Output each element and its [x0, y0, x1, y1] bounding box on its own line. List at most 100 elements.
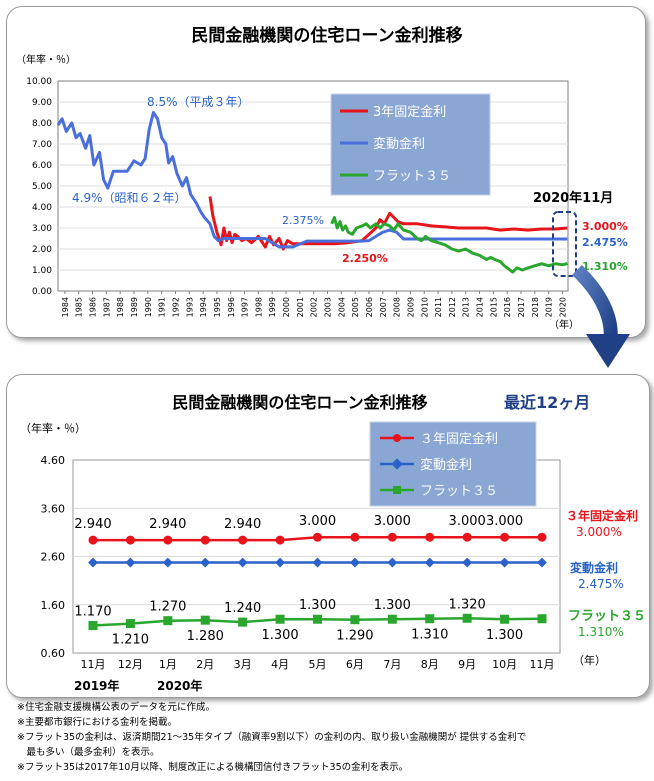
bottom-marker-flat: [313, 614, 322, 624]
bottom-series-lines: [88, 532, 547, 630]
top-y-tick-label: 6.00: [32, 161, 52, 171]
top-x-tick-label: 2003: [324, 297, 333, 317]
top-legend: 3年固定金利 変動金利 フラット３５: [330, 93, 491, 196]
top-x-tick-label: 1997: [241, 297, 250, 317]
bottom-marker-hendo: [537, 557, 547, 568]
top-x-tick-label: 2006: [365, 297, 374, 317]
bottom-y-tick-label: 0.60: [41, 647, 66, 660]
top-x-tick-label: 2015: [489, 297, 498, 317]
top-legend-kotei: 3年固定金利: [373, 104, 446, 120]
bottom-marker-hendo: [424, 557, 435, 568]
top-x-tick-label: 2005: [351, 297, 360, 317]
top-y-ticks: 0.00 1.00 2.00 3.00 4.00 5.00 6.00 7.00 8.00 9.00…: [26, 77, 52, 297]
top-x-tick-label: 1996: [227, 297, 236, 317]
zoom-arrow-head: [586, 334, 630, 368]
bottom-legend-flat: フラット３５: [420, 484, 498, 499]
bottom-marker-hendo: [499, 557, 510, 568]
top-chart-title: 民間金融機関の住宅ローン金利推移: [191, 25, 462, 46]
year-label-2020: 2020年: [157, 678, 202, 693]
bottom-marker-hendo: [349, 557, 360, 568]
bottom-x-tick-label: 1月: [159, 658, 177, 671]
bottom-marker-kotei: [387, 532, 397, 542]
footnote-3: ※フラット35の金利は、返済期間21～35年タイプ（融資率9割以下）の金利の内、…: [17, 732, 527, 743]
bottom-data-label: 3.000: [299, 514, 336, 529]
bottom-chart-title: 民間金融機関の住宅ローン金利推移: [172, 393, 427, 412]
current-value-highlight: [552, 211, 577, 277]
annotation-low: 4.9%（昭和６２年）: [72, 191, 187, 205]
top-x-tick-label: 1988: [116, 297, 125, 317]
bottom-marker-flat: [163, 616, 173, 626]
top-x-tick-label: 1999: [268, 297, 277, 317]
bottom-data-label: 1.290: [336, 629, 373, 644]
bottom-data-label: 1.280: [187, 629, 224, 644]
top-x-tick-label: 2011: [434, 297, 443, 317]
top-x-tick-label: 1994: [199, 297, 208, 317]
bottom-data-label: 3.000: [374, 514, 411, 529]
bottom-x-tick-label: 11月: [81, 658, 106, 671]
bottom-data-labels: 2.940 2.940 2.940 3.000 3.000 3.000 3.0001.170…: [74, 514, 523, 647]
top-y-tick-label: 4.00: [32, 203, 52, 213]
top-x-tick-label: 2012: [448, 297, 457, 317]
bottom-marker-flat: [200, 615, 210, 625]
top-x-tick-label: 2018: [531, 297, 540, 317]
bottom-chart-subtitle: 最近12ヶ月: [504, 393, 590, 412]
bottom-x-tick-label: 3月: [234, 658, 252, 671]
bottom-marker-kotei: [313, 532, 322, 542]
bottom-y-axis-label: （年率・％）: [20, 421, 86, 435]
footnote-5: ※フラット35は2017年10月以降、制度改正による機構団信付きフラット35の金…: [17, 762, 409, 773]
bottom-y-tick-label: 1.60: [41, 599, 66, 612]
bottom-x-tick-label: 6月: [346, 658, 364, 671]
bottom-x-tick-label: 2月: [196, 658, 214, 671]
bottom-data-label: 3.000: [449, 514, 486, 529]
bottom-x-ticks: 11月 12月 1月 2月 3月 4月 5月 6月 7月 8月 9月 10月 11月: [81, 658, 555, 671]
zoom-arrow: [572, 264, 630, 368]
bottom-marker-hendo: [462, 557, 473, 568]
bottom-data-label: 2.940: [149, 517, 186, 532]
top-x-tick-label: 1995: [213, 297, 222, 317]
annotation-kotei-now: 3.000%: [582, 220, 628, 233]
bottom-x-tick-label: 11月: [530, 658, 555, 671]
top-x-tick-label: 2001: [296, 297, 305, 317]
annotation-kotei-2003: 2.250%: [342, 252, 388, 265]
bottom-marker-kotei: [125, 535, 135, 545]
bottom-data-label: 1.300: [299, 598, 336, 613]
top-x-tick-label: 1998: [254, 297, 263, 317]
top-legend-flat: フラット３５: [373, 169, 451, 184]
bottom-data-label: 1.300: [374, 598, 411, 613]
top-x-ticks: 1984 1985 1986 1987 1988 1989 1990 1991 1992 1993…: [61, 291, 567, 317]
bottom-data-label: 1.240: [224, 601, 261, 616]
bottom-x-tick-label: 12月: [118, 658, 143, 671]
bottom-data-label: 1.310: [411, 628, 448, 643]
bottom-data-label: 1.210: [112, 633, 149, 648]
bottom-legend-marker-flat: [393, 486, 401, 494]
top-y-tick-label: 5.00: [32, 182, 52, 192]
bottom-marker-flat: [238, 617, 248, 627]
top-y-tick-label: 0.00: [32, 287, 52, 297]
bottom-x-tick-label: 7月: [383, 658, 401, 671]
top-x-tick-label: 1993: [185, 297, 194, 317]
end-label-flat: フラット３５: [568, 609, 646, 624]
bottom-data-label: 1.170: [74, 604, 111, 619]
bottom-marker-kotei: [500, 532, 510, 542]
top-y-tick-label: 8.00: [32, 119, 52, 129]
bottom-legend-kotei: ３年固定金利: [420, 431, 498, 447]
bottom-marker-kotei: [163, 535, 173, 545]
bottom-data-label: 2.940: [224, 517, 261, 532]
end-value-kotei: 3.000%: [576, 525, 622, 539]
top-series-line-0: [208, 196, 568, 251]
bottom-data-label: 1.320: [449, 597, 486, 612]
bottom-legend-marker-hendo: [391, 458, 403, 470]
bottom-marker-hendo: [237, 557, 248, 568]
top-x-tick-label: 2004: [337, 297, 346, 317]
top-x-tick-label: 2002: [310, 297, 319, 317]
top-y-tick-label: 9.00: [32, 98, 52, 108]
footnote-1: ※住宅金融支援機構公表のデータを元に作成。: [17, 702, 215, 713]
bottom-x-tick-label: 4月: [271, 658, 289, 671]
top-series-line-2: [330, 216, 568, 274]
bottom-data-label: 3.000: [486, 514, 523, 529]
bottom-marker-hendo: [200, 557, 211, 568]
bottom-legend-marker-kotei: [393, 434, 401, 442]
bottom-marker-kotei: [425, 532, 435, 542]
bottom-marker-kotei: [200, 535, 210, 545]
